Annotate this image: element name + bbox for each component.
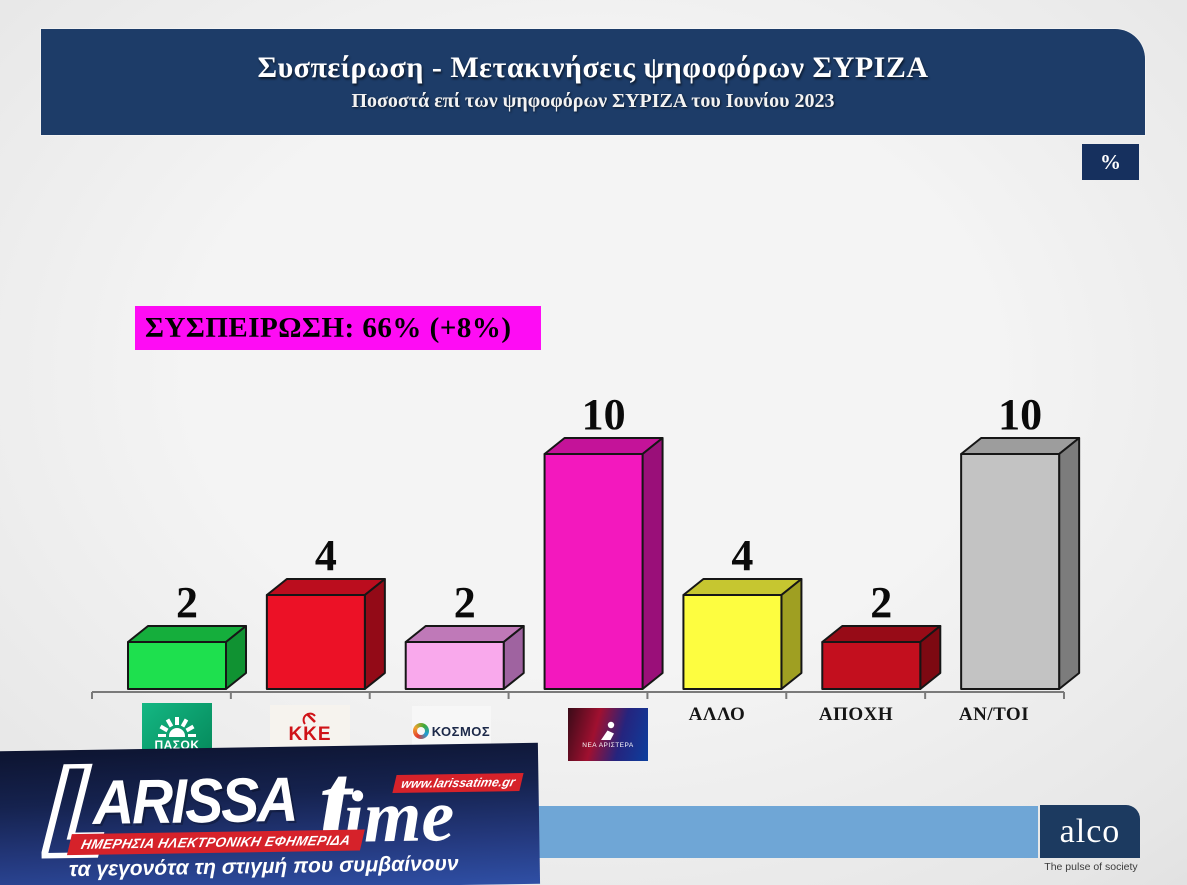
header-banner: Συσπείρωση - Μετακινήσεις ψηφοφόρων ΣΥΡΙ… <box>41 29 1145 135</box>
bar-1 <box>265 578 386 690</box>
alco-logo: alco <box>1040 805 1140 858</box>
cohesion-annotation: ΣΥΣΠΕΙΡΩΣΗ: 66% (+8%) <box>135 306 541 350</box>
footer-blue-band <box>532 806 1038 858</box>
bar-value-label: 2 <box>176 578 198 627</box>
alco-logo-label: alco <box>1059 812 1121 850</box>
bar-3 <box>543 437 664 690</box>
bar-4 <box>682 578 803 690</box>
category-label-antoi: ΑΝ/ΤΟΙ <box>958 704 1030 725</box>
nea-aristera-figure-icon <box>601 721 615 740</box>
larissatime-url: www.larissatime.gr <box>392 772 525 794</box>
category-label-apoxi: ΑΠΟΧΗ <box>818 704 894 725</box>
category-label-allo: ΑΛΛΟ <box>688 704 746 725</box>
alco-tagline: The pulse of society <box>1044 861 1138 873</box>
bar-value-label: 10 <box>582 390 626 439</box>
larissatime-watermark: ARISSA time www.larissatime.gr ΗΜΕΡΗΣΙΑ … <box>0 740 541 885</box>
bar-6 <box>960 437 1081 690</box>
page-subtitle: Ποσοστά επί των ψηφοφόρων ΣΥΡΙΖΑ του Ιου… <box>351 90 835 112</box>
bar-value-label: 4 <box>315 531 337 580</box>
bar-value-label: 10 <box>998 390 1042 439</box>
kosmos-logo-label: ΚΟΣΜΟΣ <box>431 723 491 739</box>
bar-5 <box>821 625 942 690</box>
bar-2 <box>404 625 525 690</box>
hammer-sickle-icon <box>302 712 316 725</box>
bar-value-label: 2 <box>454 578 476 627</box>
nea-aristera-logo-label: ΝΕΑ ΑΡΙΣΤΕΡΑ <box>582 741 634 749</box>
larissa-wordmark: ARISSA <box>92 763 297 838</box>
pasok-sun-icon <box>158 716 196 737</box>
bar-value-label: 4 <box>731 531 753 580</box>
nea-aristera-logo: ΝΕΑ ΑΡΙΣΤΕΡΑ <box>568 708 648 761</box>
kke-logo-label: ΚΚΕ <box>288 723 332 745</box>
kke-logo: ΚΚΕ <box>270 705 350 749</box>
percent-unit-badge: % <box>1082 144 1139 180</box>
bar-0 <box>127 625 247 690</box>
page-title: Συσπείρωση - Μετακινήσεις ψηφοφόρων ΣΥΡΙ… <box>257 51 929 84</box>
kosmos-ring-icon <box>412 723 429 739</box>
bar-value-label: 2 <box>870 578 892 627</box>
